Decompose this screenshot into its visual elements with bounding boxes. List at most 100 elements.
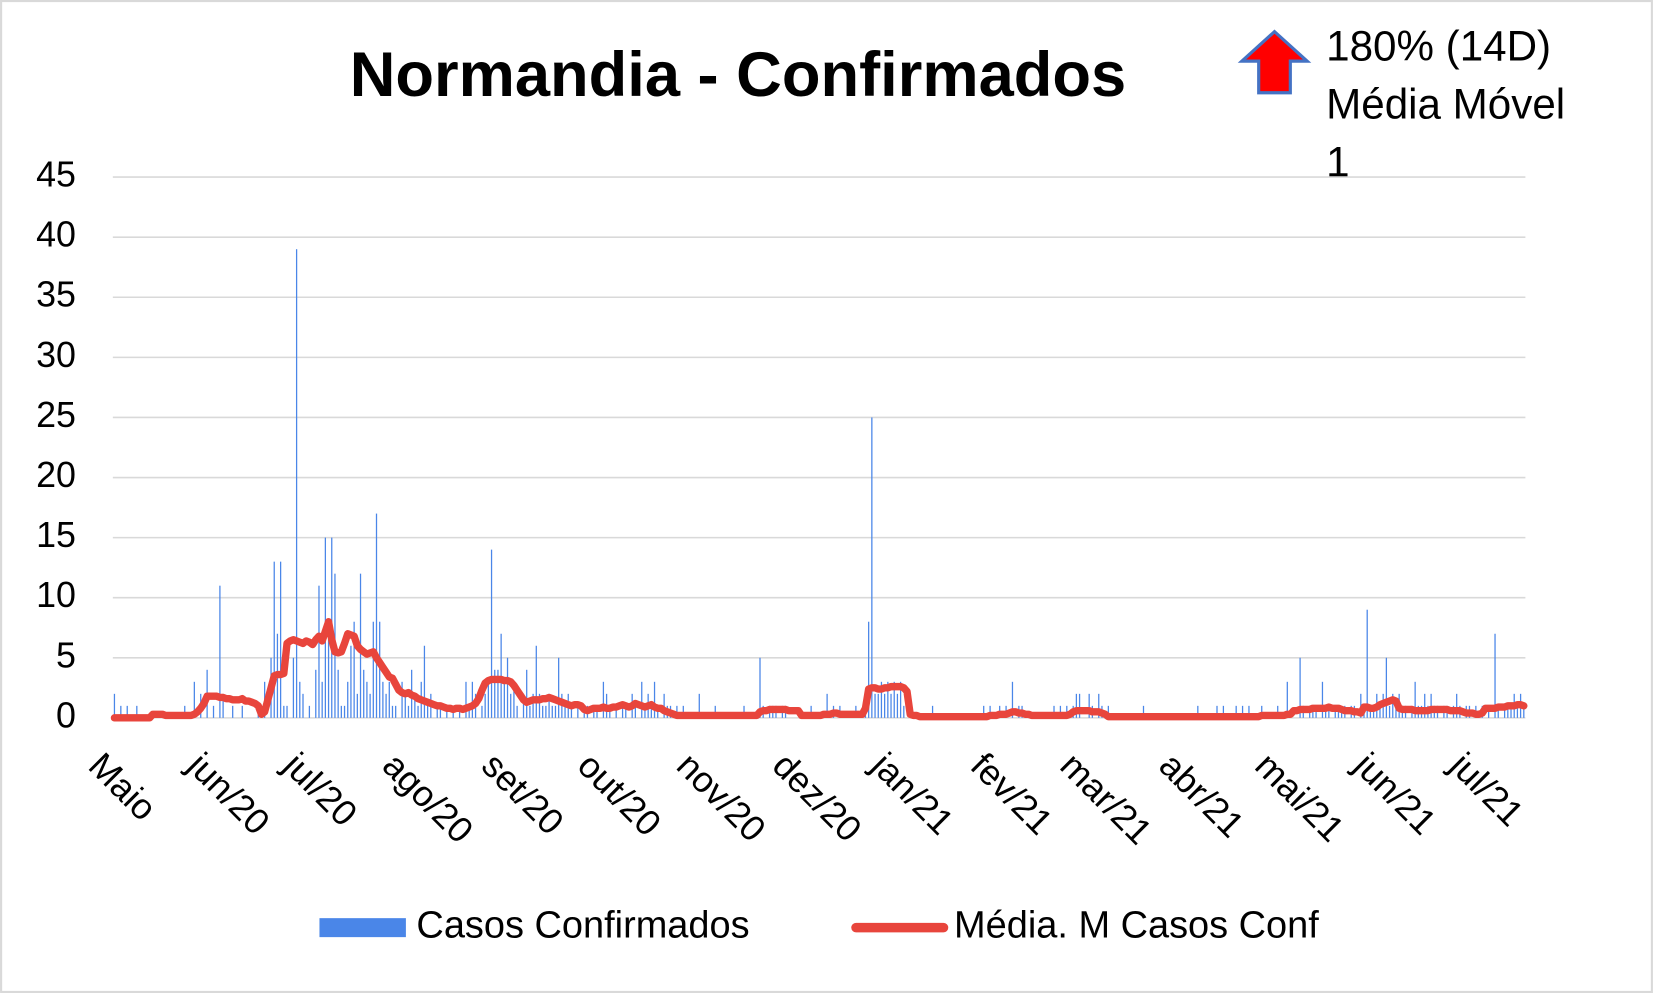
bar [532,693,534,718]
bar [375,513,378,718]
bar [1523,705,1525,718]
bar [1328,705,1330,718]
bar [510,693,512,718]
bar [1494,633,1496,718]
bar [564,705,566,718]
bar [621,705,624,718]
bar [439,705,442,718]
bar [877,693,879,718]
bar [1107,705,1109,718]
bar [1507,705,1509,718]
y-tick-label: 20 [36,455,76,495]
bar [1248,705,1250,718]
y-tick-label: 5 [56,635,76,675]
bar [279,561,282,718]
line [110,618,1528,722]
bar [1011,681,1014,718]
bar [1088,693,1090,718]
bar [1510,705,1512,718]
bar [503,681,505,718]
bar [241,705,243,718]
bar [1456,693,1458,718]
bar [884,693,886,718]
bar [423,645,426,718]
bar [286,705,288,718]
bar [542,705,544,718]
bar [347,681,349,718]
bar [1235,705,1237,718]
bar [890,693,892,718]
bar [871,417,873,718]
annotation: 180% (14D) [1326,23,1551,70]
bar [350,645,352,718]
bar [494,669,496,718]
bar [641,681,643,718]
bar [602,681,605,718]
bar [545,705,547,718]
bar [1366,609,1368,718]
bar [353,621,355,718]
bar [417,705,419,718]
bar [650,705,652,718]
bar [222,693,224,718]
bar [436,705,438,718]
bar [401,681,403,718]
bar [1241,705,1244,718]
bar [1197,705,1199,718]
bar [232,705,234,718]
bar [1078,693,1081,718]
bar [570,705,573,718]
bar [126,705,128,718]
y-tick-label: 35 [36,275,76,315]
bar [404,693,406,718]
bar [1379,705,1381,718]
bar [484,693,486,718]
bar [369,693,371,718]
bar [551,705,553,718]
bar [1395,705,1397,718]
bar [1299,657,1301,718]
y-tick-label: 30 [36,335,76,375]
bar [893,681,895,718]
bar [1424,693,1426,718]
bar [356,693,358,718]
bar [283,705,285,718]
bar [931,705,934,718]
bar [1414,681,1416,718]
bar [497,669,499,718]
bar [302,693,304,718]
bar [826,693,828,718]
bar [321,681,323,718]
chart-title: Normandia - Confirmados [350,40,1126,110]
bar [548,693,550,718]
bar [1503,705,1506,718]
legend-swatch [319,918,406,938]
bar [538,693,541,718]
bar [1075,693,1078,718]
y-tick-label: 0 [56,695,76,735]
bar [193,681,195,718]
bar [513,681,515,718]
bar [427,705,429,718]
bar [327,621,330,718]
bar [292,657,295,718]
y-tick-label: 25 [36,395,76,435]
bar [382,681,384,718]
bar [340,705,342,718]
y-tick-label: 15 [36,515,76,555]
bar [625,705,627,718]
y-tick-label: 45 [36,155,76,195]
bar [698,693,700,718]
bar [516,705,518,718]
bar [379,621,381,718]
bar [1216,705,1218,718]
bar [414,693,416,718]
bar [983,705,985,718]
bar [120,705,122,718]
bar [1497,705,1499,718]
bar [868,621,870,718]
bar [1222,705,1225,718]
bar [1516,705,1519,718]
